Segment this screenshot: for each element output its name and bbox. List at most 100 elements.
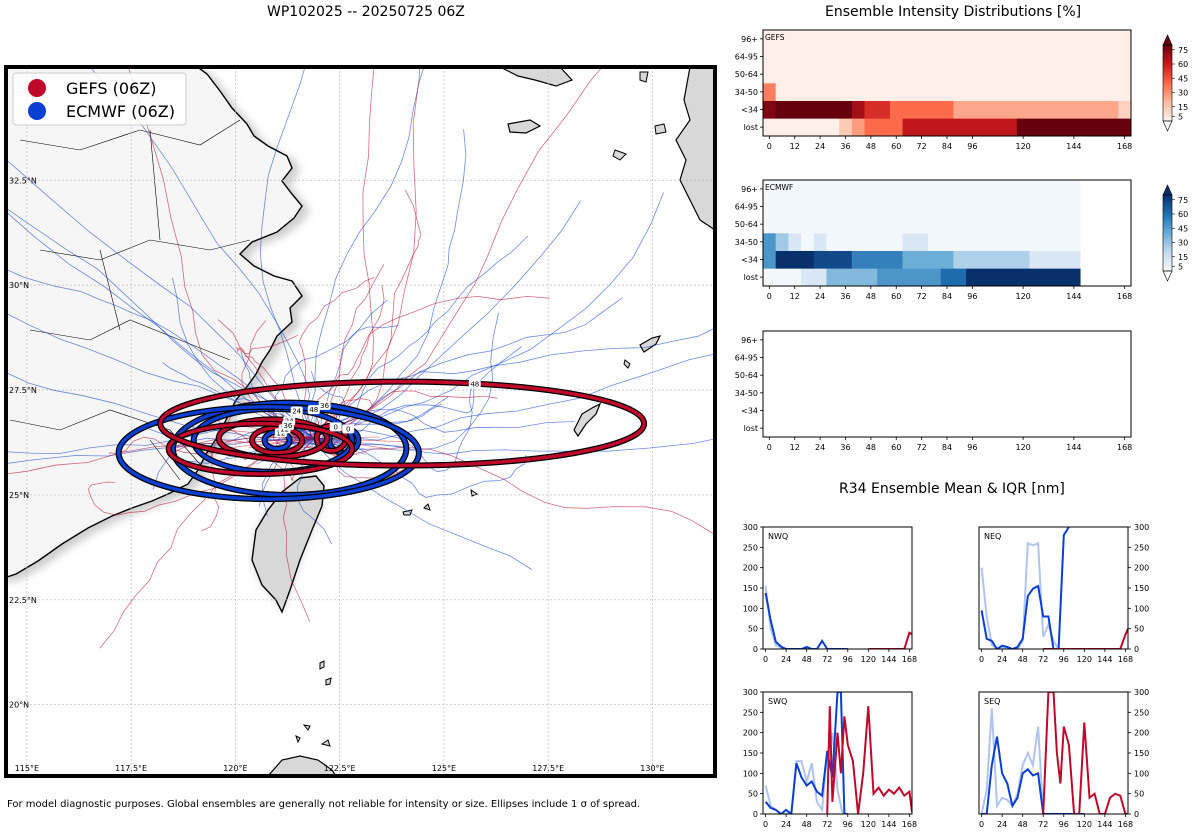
- x-tick-label: 36: [840, 443, 850, 452]
- heatmap-cell: [864, 100, 891, 119]
- gefs-colorbar-segment: [1163, 105, 1172, 109]
- gefs-colorbar-segment: [1163, 69, 1172, 72]
- gefs-colorbar-segment: [1163, 79, 1172, 82]
- gefs-ellipse-label-bg: [329, 422, 342, 432]
- y-tick-label: 200: [1134, 729, 1149, 738]
- x-tick-label: 0: [979, 655, 984, 664]
- y-tick-label: 100: [1134, 769, 1149, 778]
- gefs-colorbar-segment: [1163, 75, 1172, 78]
- gefs-ellipse: [250, 426, 304, 455]
- heatmap-cell: [801, 233, 815, 251]
- x-tick-label: 96: [967, 292, 977, 301]
- heatmap-cell: [813, 250, 853, 269]
- y-tick-label: 300: [743, 523, 758, 532]
- heatmap-cell: [1029, 250, 1081, 269]
- heatmap-cell: [851, 100, 865, 119]
- lat-tick-label: 30°N: [9, 281, 29, 290]
- gefs-colorbar-segment: [1163, 119, 1172, 122]
- ecmwf-ellipse-label: 24: [292, 407, 301, 415]
- ecmwf-colorbar-label: 60: [1178, 210, 1188, 219]
- heatmap-cell: [851, 118, 865, 137]
- ecmwf-colorbar-segment: [1163, 252, 1172, 255]
- ensemble-track: [321, 438, 715, 455]
- map-frame: [4, 65, 717, 778]
- heatmap-cell: [801, 268, 827, 287]
- ecmwf-ellipse-label: 48: [309, 406, 318, 414]
- heatmap-cell: [775, 250, 815, 269]
- ensemble-track: [313, 447, 715, 536]
- x-tick-label: 12: [790, 292, 800, 301]
- plot-lines: [764, 585, 912, 649]
- heatmap-cell: [763, 250, 776, 269]
- y-tick-label: 50-64: [735, 70, 758, 79]
- legend-ecmwf-marker: [28, 102, 46, 120]
- ecmwf-colorbar-segment: [1163, 233, 1172, 236]
- map-plot-area: 012243648012243648: [6, 67, 715, 776]
- ecmwf-ellipse-label: 0: [346, 425, 350, 433]
- gefs-colorbar-segment: [1163, 100, 1172, 103]
- x-tick-label: 120: [1015, 292, 1030, 301]
- x-tick-label: 120: [1077, 655, 1092, 664]
- y-tick-label: 0: [753, 645, 758, 654]
- heatmap-cell: [788, 233, 802, 251]
- gefs-colorbar-segment: [1163, 84, 1172, 88]
- ecmwf-colorbar-label: 75: [1178, 196, 1188, 205]
- y-tick-label: 0: [753, 810, 758, 819]
- r34-series-ecmwf-iqr: [980, 708, 1045, 814]
- ecmwf-colorbar-segment: [1163, 269, 1172, 272]
- y-tick-label: lost: [744, 273, 758, 282]
- x-tick-label: 48: [866, 292, 876, 301]
- heatmap-cell: [851, 250, 903, 269]
- heatmap-cell: [775, 100, 853, 119]
- gefs-colorbar-label: 5: [1178, 112, 1183, 121]
- y-tick-label: 0: [1134, 645, 1139, 654]
- x-tick-label: 48: [866, 443, 876, 452]
- lat-tick-label: 22.5°N: [9, 596, 37, 605]
- y-tick-label: <34: [741, 256, 758, 265]
- x-tick-label: 96: [843, 820, 853, 829]
- small-island: [639, 71, 649, 83]
- y-tick-label: lost: [744, 424, 758, 433]
- gefs-colorbar-segment: [1163, 45, 1172, 48]
- ecmwf-colorbar-segment: [1163, 208, 1172, 211]
- heatmap-cell: [966, 268, 1081, 287]
- gefs-colorbar-label: 30: [1178, 89, 1188, 98]
- y-tick-label: 50: [748, 625, 758, 634]
- x-tick-label: 48: [802, 820, 812, 829]
- gefs-colorbar-segment: [1163, 81, 1172, 84]
- plot-lines: [980, 692, 1128, 814]
- x-tick-label: 24: [781, 820, 791, 829]
- y-tick-label: lost: [744, 123, 758, 132]
- ecmwf-colorbar-segment: [1163, 221, 1172, 224]
- heatmap-cell: [763, 30, 1132, 48]
- ecmwf-colorbar-segment: [1163, 227, 1172, 230]
- ecmwf-colorbar-segment: [1163, 261, 1172, 264]
- ensemble-track: [312, 442, 533, 570]
- gefs-colorbar-segment: [1163, 98, 1172, 101]
- gefs-colorbar-segment: [1163, 77, 1172, 80]
- gefs-colorbar-segment: [1163, 111, 1172, 114]
- map-title: WP102025 -- 20250725 06Z: [267, 4, 465, 20]
- ensemble-track: [307, 327, 715, 447]
- x-tick-label: 0: [763, 820, 768, 829]
- okinawa: [639, 335, 662, 353]
- x-tick-label: 12: [790, 443, 800, 452]
- x-tick-label: 168: [1117, 292, 1132, 301]
- y-tick-label: 250: [743, 708, 758, 717]
- x-tick-label: 12: [790, 142, 800, 151]
- y-tick-label: 50: [1134, 625, 1144, 634]
- gefs-ellipse-label-bg: [468, 379, 481, 389]
- gefs-colorbar-label: 75: [1178, 46, 1188, 55]
- gefs-colorbar-segment: [1163, 46, 1172, 50]
- gefs-colorbar-segment: [1163, 64, 1172, 67]
- plot-frame: [762, 526, 913, 650]
- x-tick-label: 144: [881, 820, 896, 829]
- heatmap-cell: [902, 118, 1018, 137]
- gefs-colorbar-frame: [1162, 44, 1173, 122]
- lon-tick-label: 115°E: [15, 764, 39, 773]
- gefs-colorbar-segment: [1163, 48, 1172, 52]
- ensemble-track: [87, 435, 303, 516]
- x-tick-label: 120: [861, 820, 876, 829]
